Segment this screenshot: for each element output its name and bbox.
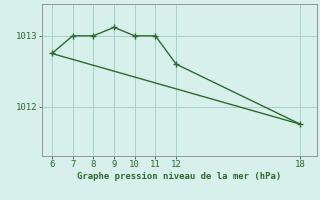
X-axis label: Graphe pression niveau de la mer (hPa): Graphe pression niveau de la mer (hPa)	[77, 172, 281, 181]
